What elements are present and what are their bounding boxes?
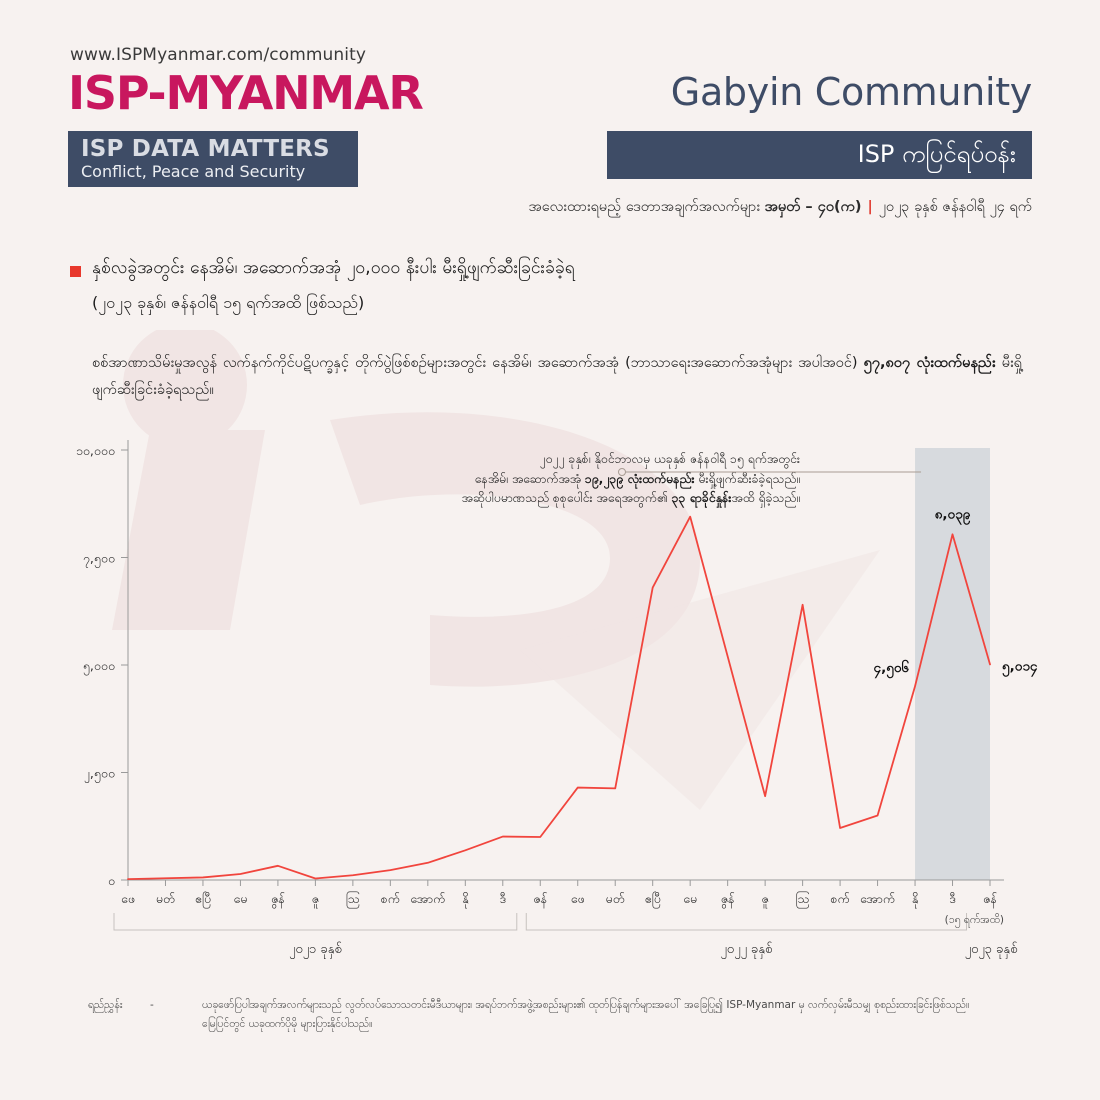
x-tick-label: ဒီ <box>949 891 956 906</box>
y-tick-label: ၁၀,၀၀၀ <box>76 443 115 458</box>
data-point-label: ၈,၀၃၉ <box>935 506 971 525</box>
x-tick-label: ဇွန် <box>271 891 286 909</box>
issue-number: အမှတ် – ၄၀(က) <box>764 199 862 215</box>
y-tick-label: ၂,၅၀၀ <box>84 766 115 784</box>
page-headline: နှစ်လခွဲအတွင်း နေအိမ်၊ အဆောက်အအုံ ၂၀,၀၀၀… <box>92 258 575 278</box>
annotation-line-3: အဆိုပါပမာဏသည် စုစုပေါင်း အရေအတွက်၏ ၃၃ ရာ… <box>400 489 800 509</box>
bullet-square-icon <box>70 266 81 277</box>
x-tick-label: စက် <box>381 891 401 906</box>
x-tick-label: ဇွန် <box>721 891 736 909</box>
x-tick-label: ဇန် <box>533 891 548 909</box>
annotation-count: ၁၉,၂၃၉ လုံးထက်မနည်း <box>584 471 695 486</box>
x-tick-label: နို <box>912 891 919 909</box>
annotation-line-2-post: မီးရှို့ဖျက်ဆီးခံခဲ့ရသည်။ <box>694 471 800 486</box>
site-url: www.ISPMyanmar.com/community <box>70 45 367 65</box>
data-line <box>127 515 991 881</box>
y-tick-label: ၀ <box>108 873 115 888</box>
body-paragraph: စစ်အာဏာသိမ်းမှုအလွန် လက်နက်ကိုင်ပဋိပက္ခန… <box>92 350 1022 404</box>
source-note: ရည်ညွှန်း - ယခုဖော်ပြပါအချက်အလက်များသည် လွ… <box>88 996 1028 1034</box>
x-tick-label: ဖေ <box>121 891 135 906</box>
x-tick-label: ဇန် <box>983 891 998 909</box>
data-point-label: ၅,၀၁၄ <box>1002 658 1038 677</box>
x-tick-label: ဒီ <box>500 891 507 906</box>
annotation-line-1: ၂၀၂၂ ခုနှစ်၊ နိုဝင်ဘာလမှ ယခုနှစ် ဇန်နဝါရ… <box>539 452 800 466</box>
annotation-line-3-pre: အဆိုပါပမာဏသည် စုစုပေါင်း အရေအတွက်၏ <box>461 491 672 505</box>
community-mm-banner: ISP ကပြင်ရပ်ဝန်း <box>607 131 1032 179</box>
brand-logo-text: ISP-MYANMAR <box>68 66 424 120</box>
annotation-percent: ၃၃ ရာခိုင်နှုန်း <box>671 491 732 505</box>
y-tick-label: ၇,၅၀၀ <box>83 551 115 569</box>
x-tick-label: မေ <box>233 891 247 906</box>
source-body: ယခုဖော်ပြပါအချက်အလက်များသည် လွတ်လပ်သောသတ… <box>202 996 1022 1034</box>
x-tick-label: မေ <box>683 891 697 906</box>
x-tick-label: နို <box>462 891 469 909</box>
data-point-label: ၄,၅၀၆ <box>874 659 910 679</box>
source-line-2: မြေပြင်တွင် ယခုထက်ပိုမို များပြားနိုင်ပါ… <box>202 1018 373 1030</box>
highlight-band <box>915 448 990 880</box>
page-subheadline: (၂၀၂၃ ခုနှစ်၊ ဇန်နဝါရီ ၁၅ ရက်အထိ ဖြစ်သည်… <box>92 293 365 312</box>
source-dash: - <box>150 999 154 1011</box>
paragraph-part-2: မီးရှို့ဖျက်ဆီးခြင်းခံခဲ့ရသည်။ <box>92 355 1022 398</box>
annotation-line-3-post: အထိ ရှိခဲ့သည်။ <box>731 491 800 505</box>
data-matters-banner: ISP DATA MATTERS Conflict, Peace and Sec… <box>68 131 358 187</box>
x-tick-label: စက် <box>830 891 850 906</box>
x-tick-label: ဇူ <box>312 891 320 909</box>
annotation-line-2: နေအိမ်၊ အဆောက်အအုံ ၁၉,၂၃၉ လုံးထက်မနည်း မ… <box>400 470 800 490</box>
source-line-1: ယခုဖော်ပြပါအချက်အလက်များသည် လွတ်လပ်သောသတ… <box>202 999 970 1011</box>
x-tick-label: မတ် <box>606 891 626 906</box>
x-tick-label: အောက် <box>860 891 895 906</box>
issue-date: ၂၀၂၃ ခုနှစ် ဇန်နဝါရီ ၂၄ ရက် <box>878 199 1032 215</box>
group-note: (၁၅ ရက်အထိ) <box>945 913 1004 928</box>
x-tick-label: သြ <box>796 890 810 909</box>
group-year-label: ၂၀၂၃ ခုနှစ် <box>965 941 1018 959</box>
annotation-line-2-pre: နေအိမ်၊ အဆောက်အအုံ <box>474 471 585 486</box>
annotation-leader-dot <box>618 468 626 476</box>
issue-separator: | <box>867 199 873 215</box>
x-tick-label: ဧပြီ <box>195 891 211 909</box>
y-tick-label: ၅,၀၀၀ <box>83 658 115 676</box>
x-tick-label: ဖေ <box>571 891 585 906</box>
group-bracket <box>525 913 968 931</box>
x-tick-label: သြ <box>346 890 360 909</box>
x-tick-label: ဇူ <box>761 891 769 909</box>
x-tick-label: ဧပြီ <box>645 891 661 909</box>
issue-line: အလေးထားရမည့် ဒေတာအချက်အလက်များ အမှတ် – ၄… <box>528 198 1032 219</box>
group-bracket <box>113 913 518 931</box>
group-year-label: ၂၀၂၂ ခုနှစ် <box>720 941 772 959</box>
x-tick-label: မတ် <box>156 891 176 906</box>
paragraph-part-1: စစ်အာဏာသိမ်းမှုအလွန် လက်နက်ကိုင်ပဋိပက္ခန… <box>92 355 864 371</box>
data-matters-subtitle: Conflict, Peace and Security <box>81 162 306 181</box>
paragraph-highlight-count: ၅၇,၈၀၇ လုံးထက်မနည်း <box>863 355 996 371</box>
source-label: ရည်ညွှန်း <box>88 999 123 1011</box>
data-matters-title: ISP DATA MATTERS <box>81 136 330 162</box>
community-mm-label: ISP ကပြင်ရပ်ဝန်း <box>857 140 1016 168</box>
issue-prefix: အလေးထားရမည့် ဒေတာအချက်အလက်များ <box>528 199 765 215</box>
group-year-label: ၂၀၂၁ ခုနှစ် <box>289 941 342 959</box>
chart-annotation: ၂၀၂၂ ခုနှစ်၊ နိုဝင်ဘာလမှ ယခုနှစ် ဇန်နဝါရ… <box>400 450 800 509</box>
community-title: Gabyin Community <box>670 70 1033 114</box>
x-tick-label: အောက် <box>410 891 445 906</box>
